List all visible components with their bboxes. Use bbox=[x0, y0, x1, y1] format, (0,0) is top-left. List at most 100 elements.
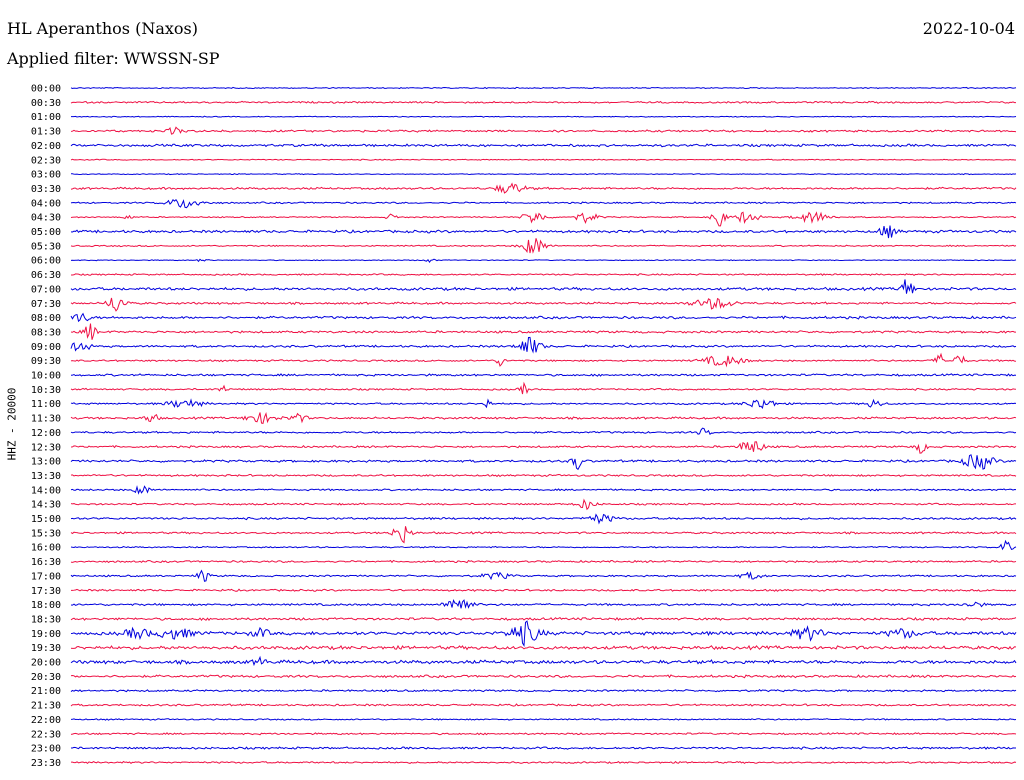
trace-line bbox=[70, 539, 1017, 551]
time-tick-label: 07:00 bbox=[31, 284, 61, 295]
trace-line bbox=[70, 644, 1017, 651]
time-tick-label: 13:30 bbox=[31, 471, 61, 482]
trace-line bbox=[70, 225, 1017, 239]
trace-line bbox=[70, 398, 1017, 410]
time-tick-label: 05:30 bbox=[31, 241, 61, 252]
trace-line bbox=[71, 588, 1017, 592]
trace-line bbox=[70, 559, 1017, 564]
trace-line bbox=[70, 513, 1017, 525]
time-tick-label: 13:00 bbox=[31, 457, 61, 468]
time-tick-label: 02:00 bbox=[31, 141, 61, 152]
trace-line bbox=[70, 598, 1017, 609]
time-tick-label: 20:00 bbox=[31, 658, 61, 669]
trace-line bbox=[70, 411, 1017, 424]
trace-line bbox=[70, 674, 1017, 679]
trace-line bbox=[70, 473, 1017, 478]
time-tick-label: 17:00 bbox=[31, 571, 61, 582]
time-tick-label: 21:00 bbox=[31, 686, 61, 697]
time-tick-label: 12:00 bbox=[31, 428, 61, 439]
trace-line bbox=[71, 115, 1017, 118]
trace-line bbox=[70, 760, 1017, 765]
time-tick-label: 10:30 bbox=[31, 385, 61, 396]
trace-line bbox=[70, 273, 1017, 277]
time-tick-label: 12:30 bbox=[31, 442, 61, 453]
time-tick-label: 00:00 bbox=[31, 84, 61, 95]
trace-line bbox=[70, 352, 1017, 368]
time-tick-label: 16:30 bbox=[31, 557, 61, 568]
trace-line bbox=[70, 569, 1017, 582]
trace-line bbox=[70, 182, 1017, 194]
time-tick-label: 04:30 bbox=[31, 213, 61, 224]
trace-line bbox=[70, 312, 1017, 323]
time-tick-label: 04:00 bbox=[31, 198, 61, 209]
trace-line bbox=[70, 336, 1017, 354]
recording-date: 2022-10-04 bbox=[922, 19, 1015, 38]
trace-line bbox=[70, 279, 1017, 294]
trace-line bbox=[70, 718, 1017, 721]
time-tick-label: 22:30 bbox=[31, 729, 61, 740]
time-tick-label: 11:30 bbox=[31, 414, 61, 425]
trace-line bbox=[70, 485, 1017, 495]
time-tick-labels: 00:00 00:30 01:00 01:30 02:00 02:30 03:00 03:30… bbox=[31, 84, 61, 769]
time-tick-label: 08:30 bbox=[31, 327, 61, 338]
trace-line bbox=[70, 86, 1017, 90]
time-tick-label: 14:00 bbox=[31, 485, 61, 496]
time-tick-label: 09:30 bbox=[31, 356, 61, 367]
trace-line bbox=[70, 498, 1017, 511]
time-tick-label: 16:00 bbox=[31, 543, 61, 554]
time-tick-label: 23:30 bbox=[31, 758, 61, 769]
trace-line bbox=[70, 441, 1017, 454]
trace-line bbox=[70, 526, 1017, 544]
time-tick-label: 00:30 bbox=[31, 98, 61, 109]
time-tick-label: 07:30 bbox=[31, 299, 61, 310]
trace-line bbox=[70, 100, 1017, 104]
time-tick-label: 01:30 bbox=[31, 127, 61, 138]
trace-line bbox=[70, 211, 1017, 227]
time-tick-label: 03:30 bbox=[31, 184, 61, 195]
time-tick-label: 06:00 bbox=[31, 256, 61, 267]
time-tick-label: 19:00 bbox=[31, 629, 61, 640]
time-tick-label: 18:30 bbox=[31, 614, 61, 625]
time-tick-label: 21:30 bbox=[31, 701, 61, 712]
time-tick-label: 23:00 bbox=[31, 744, 61, 755]
trace-line bbox=[70, 143, 1017, 148]
time-tick-label: 10:00 bbox=[31, 371, 61, 382]
time-tick-label: 15:00 bbox=[31, 514, 61, 525]
trace-line bbox=[70, 427, 1017, 436]
time-tick-label: 14:30 bbox=[31, 500, 61, 511]
trace-line bbox=[70, 381, 1017, 395]
trace-line bbox=[70, 158, 1017, 161]
trace-line bbox=[70, 199, 1017, 209]
trace-line bbox=[70, 258, 1017, 263]
time-tick-label: 22:00 bbox=[31, 715, 61, 726]
time-tick-label: 09:00 bbox=[31, 342, 61, 353]
trace-line bbox=[70, 732, 1017, 736]
trace-line bbox=[70, 297, 1017, 312]
time-tick-label: 03:00 bbox=[31, 170, 61, 181]
time-tick-label: 05:00 bbox=[31, 227, 61, 238]
time-tick-label: 11:00 bbox=[31, 399, 61, 410]
trace-line bbox=[70, 655, 1017, 667]
trace-line bbox=[70, 323, 1016, 340]
station-title: HL Aperanthos (Naxos) bbox=[7, 19, 198, 38]
trace-line bbox=[70, 703, 1017, 707]
trace-line bbox=[70, 126, 1017, 135]
time-tick-label: 01:00 bbox=[31, 112, 61, 123]
trace-line bbox=[70, 238, 1017, 254]
trace-line bbox=[70, 173, 1017, 176]
trace-line bbox=[70, 373, 1017, 377]
trace-line bbox=[71, 746, 1017, 750]
trace-line bbox=[70, 454, 1017, 471]
time-tick-label: 18:00 bbox=[31, 600, 61, 611]
time-tick-label: 20:30 bbox=[31, 672, 61, 683]
trace-line bbox=[70, 620, 1017, 647]
time-tick-label: 15:30 bbox=[31, 528, 61, 539]
time-tick-label: 06:30 bbox=[31, 270, 61, 281]
trace-line bbox=[70, 689, 1017, 693]
time-tick-label: 02:30 bbox=[31, 155, 61, 166]
time-tick-label: 17:30 bbox=[31, 586, 61, 597]
time-tick-label: 19:30 bbox=[31, 643, 61, 654]
trace-line bbox=[70, 616, 1017, 621]
time-tick-label: 08:00 bbox=[31, 313, 61, 324]
